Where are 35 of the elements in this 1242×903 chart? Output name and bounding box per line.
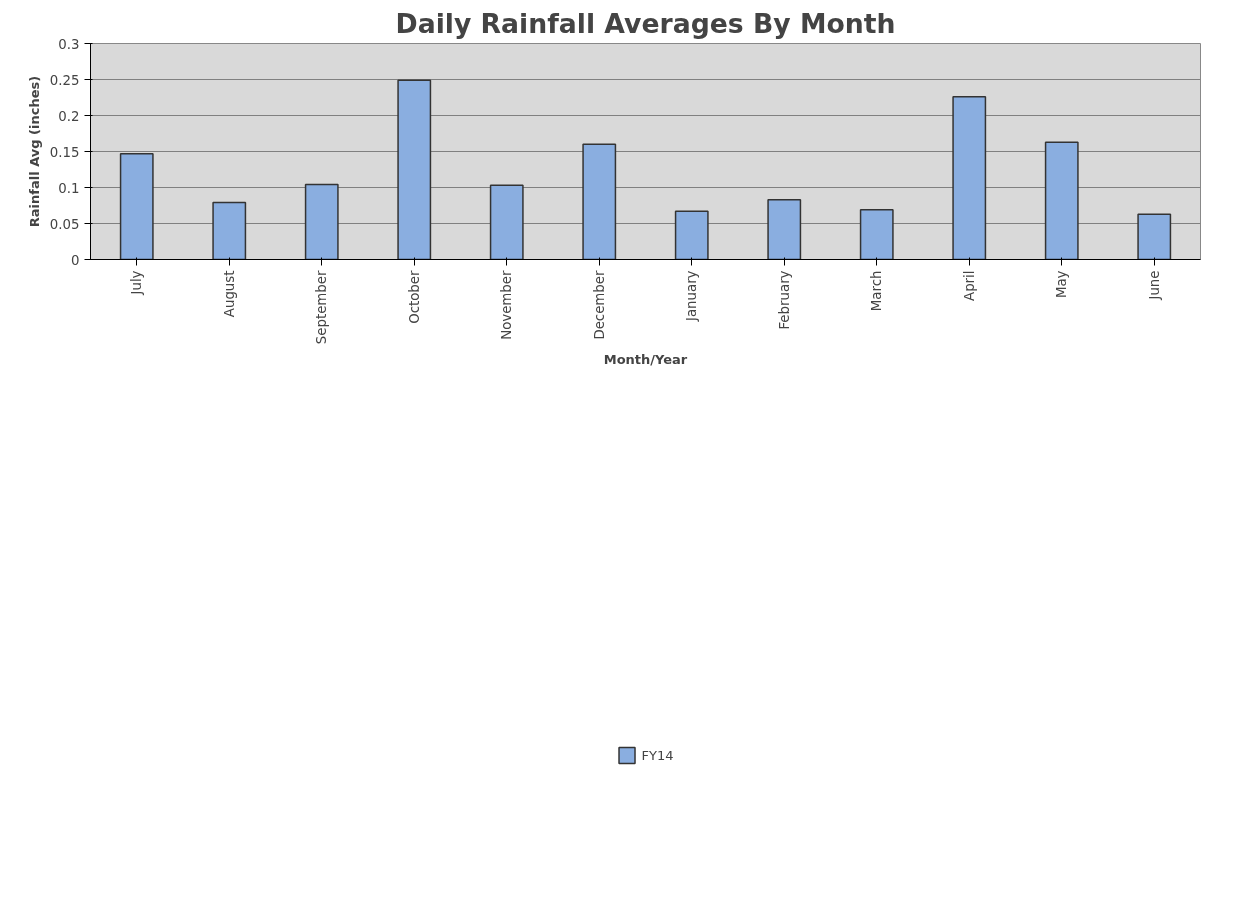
bar [119,152,154,260]
legend-label: FY14 [641,747,674,763]
y-tick-label: 0.3 [58,36,80,52]
bar [1137,213,1172,260]
y-axis-title: Rainfall Avg (inches) [26,75,42,228]
y-tick-label: 0 [71,252,80,268]
bar [859,209,894,260]
x-tick-label: March [869,270,885,312]
x-tick-label: October [406,269,422,324]
bar [489,184,524,260]
x-tick-label: January [684,270,700,323]
y-tick-label: 0.05 [49,216,80,232]
bar [304,183,339,260]
bar [582,143,617,260]
x-tick-label: June [1146,270,1162,301]
bar [397,79,432,260]
x-axis-title: Month/Year [603,352,688,368]
y-tick-label: 0.15 [49,144,80,160]
x-tick-label: November [499,269,515,340]
bar [212,201,247,260]
x-tick-label: April [961,270,977,301]
bar [1044,141,1079,260]
y-tick-label: 0.1 [58,180,80,196]
bar [674,210,709,260]
y-tick-label: 0.2 [58,108,80,124]
x-tick-label: July [129,270,145,296]
x-tick-label: September [314,269,330,345]
bar [952,96,987,260]
x-tick-label: February [776,270,792,330]
chart-title: Daily Rainfall Averages By Month [395,7,896,39]
x-tick-label: May [1054,270,1070,299]
x-tick-label: August [221,270,237,318]
x-tick-label: December [591,269,607,340]
bar [767,198,802,260]
y-tick-label: 0.25 [49,72,80,88]
